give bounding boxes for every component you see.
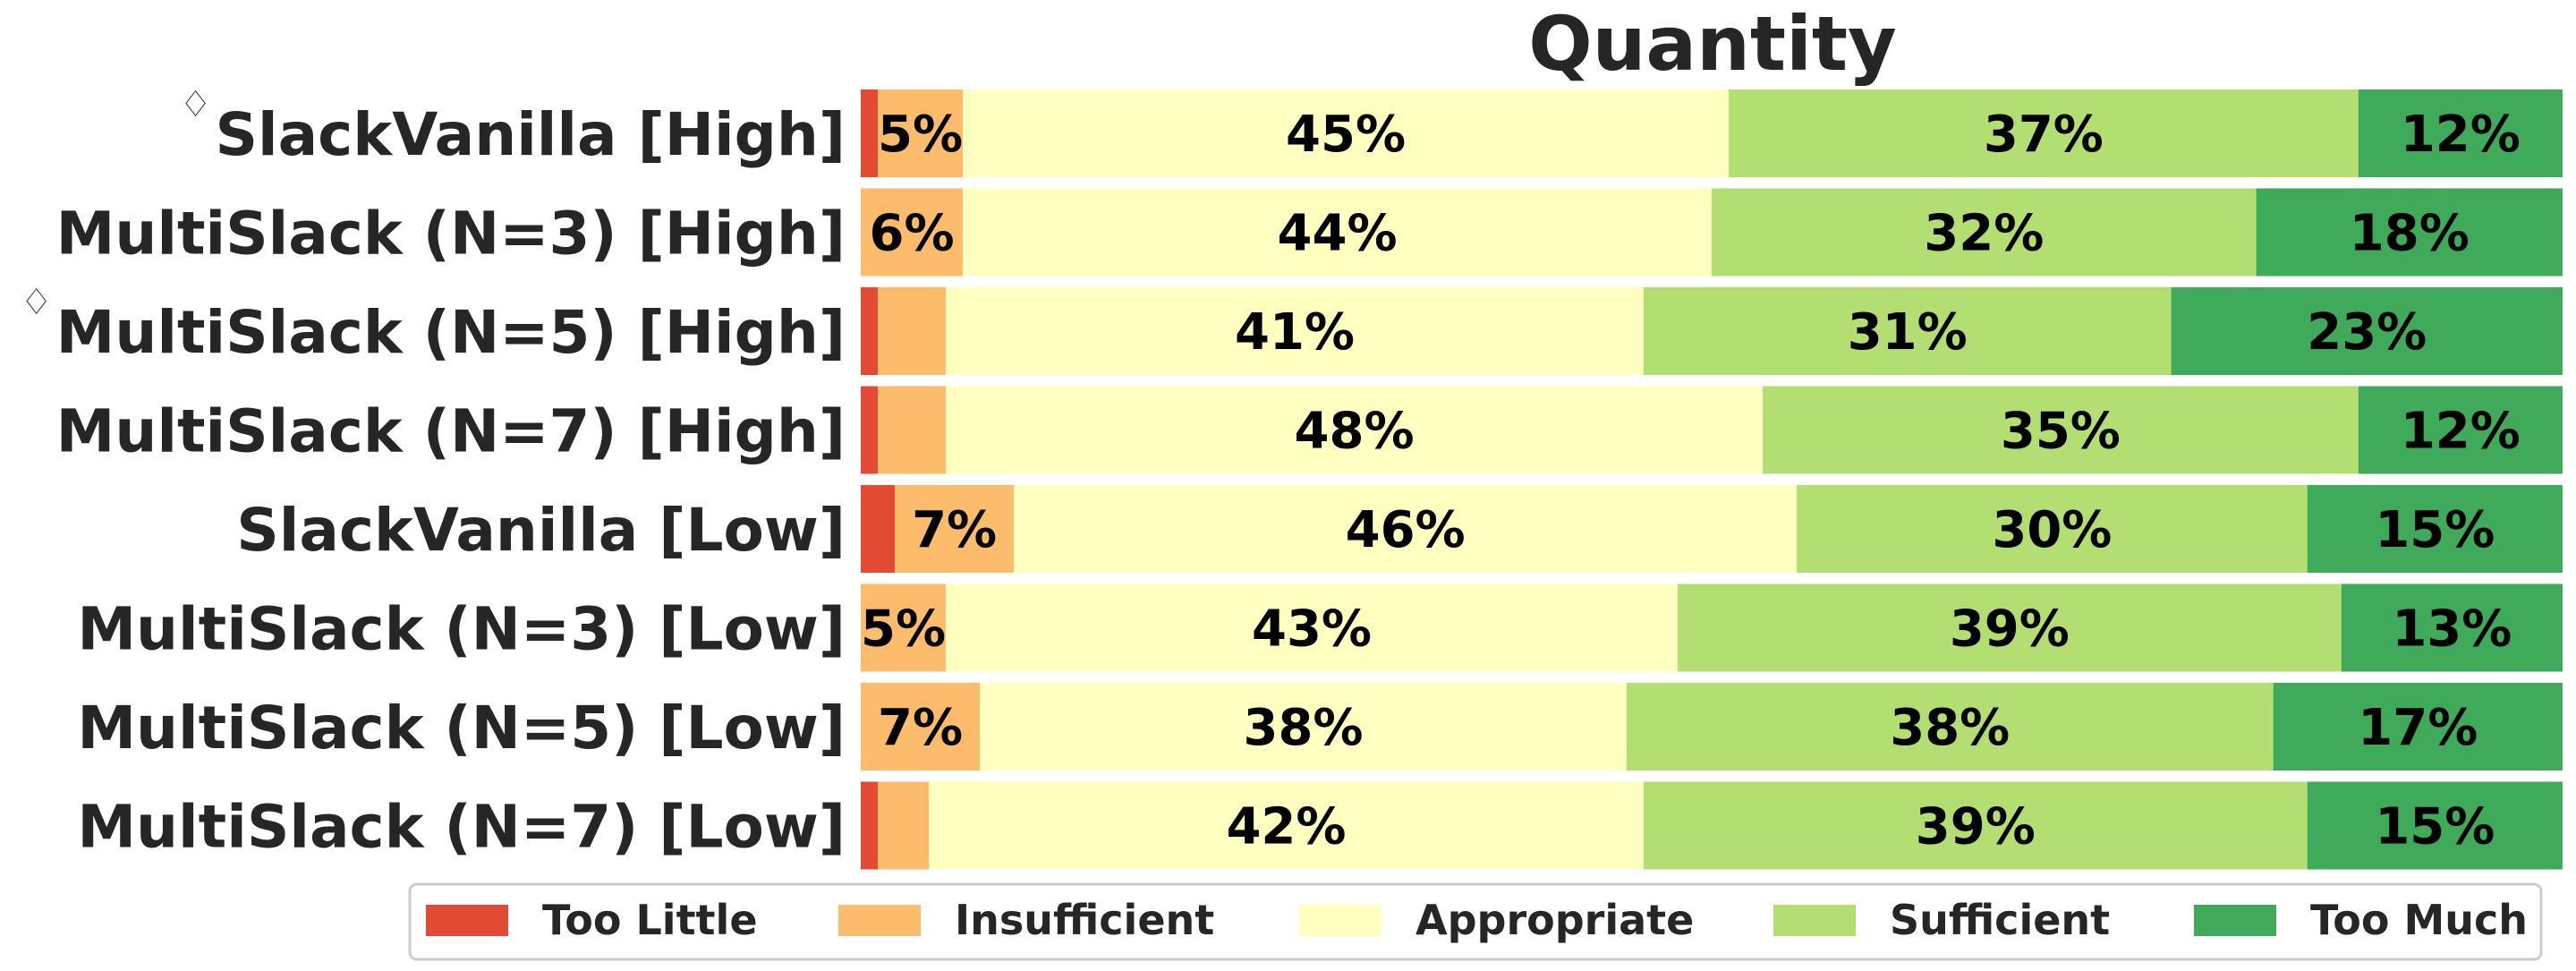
category-label: MultiSlack (N=5) [Low]: [77, 694, 846, 762]
bar-segment-too-little: [861, 781, 879, 870]
bar-segment-insufficient: [878, 781, 930, 870]
data-label: 39%: [1916, 798, 2036, 856]
bar-segment-too-much: [2358, 386, 2563, 474]
data-label: 45%: [1286, 106, 1406, 164]
bar-segment-too-much: [2307, 781, 2563, 870]
diamond-marker-icon: ♢: [180, 84, 212, 125]
bar-segment-appropriate: [963, 89, 1730, 177]
data-label: 12%: [2401, 106, 2521, 164]
data-label: 42%: [1226, 798, 1346, 856]
category-label: MultiSlack (N=7) [High]: [56, 397, 846, 466]
data-label: 38%: [1890, 699, 2010, 757]
data-label: 39%: [1950, 600, 2070, 659]
legend-frame: [408, 882, 2543, 961]
bar-segment-appropriate: [963, 188, 1712, 277]
data-label: 18%: [2350, 205, 2470, 263]
data-label: 7%: [912, 501, 997, 559]
bar-segment-insufficient: [861, 188, 964, 277]
data-label: 43%: [1252, 600, 1372, 659]
data-label: 44%: [1278, 205, 1398, 263]
data-label: 15%: [2375, 798, 2495, 856]
category-label: MultiSlack (N=3) [Low]: [77, 595, 846, 664]
bar-segment-too-little: [861, 89, 879, 177]
bar-segment-sufficient: [1763, 386, 2359, 474]
bar-segment-too-much: [2171, 287, 2563, 375]
bar-segment-appropriate: [1014, 485, 1798, 573]
bar-segment-too-much: [2256, 188, 2563, 277]
bar-segment-sufficient: [1626, 683, 2274, 771]
bar-segment-sufficient: [1677, 583, 2342, 672]
bar-segment-insufficient: [878, 386, 947, 474]
legend-item-too-little: Too Little: [426, 896, 758, 944]
bar-segment-too-little: [861, 287, 879, 375]
bar-segment-too-much: [2358, 89, 2563, 177]
data-label: 32%: [1924, 205, 2044, 263]
data-label: 35%: [2001, 403, 2121, 461]
legend-swatch: [1773, 905, 1856, 936]
bar-segment-sufficient: [1797, 485, 2308, 573]
legend-item-too-much: Too Much: [2194, 896, 2528, 944]
bar-segment-too-much: [2307, 485, 2563, 573]
data-label: 41%: [1235, 303, 1355, 362]
legend-label: Insufficient: [955, 896, 1214, 944]
category-label: SlackVanilla [High]: [215, 100, 846, 169]
data-label: 7%: [878, 699, 963, 757]
legend: Too Little Insufficient Appropriate Suffici…: [408, 882, 2543, 961]
bar-segment-sufficient: [1643, 781, 2308, 870]
legend-swatch: [838, 905, 921, 936]
data-label: 46%: [1346, 501, 1466, 559]
data-label: 15%: [2375, 501, 2495, 559]
category-label: MultiSlack (N=3) [High]: [56, 200, 846, 268]
legend-swatch: [426, 905, 508, 936]
legend-label: Sufficient: [1890, 896, 2110, 944]
legend-label: Appropriate: [1416, 896, 1694, 944]
data-label: 13%: [2392, 600, 2512, 659]
bar-segment-too-much: [2341, 583, 2563, 672]
bar-segment-appropriate: [946, 386, 1764, 474]
bar-segment-insufficient: [861, 583, 947, 672]
bar-segment-appropriate: [929, 781, 1644, 870]
bar-segment-too-much: [2273, 683, 2563, 771]
legend-swatch: [2194, 905, 2276, 936]
bar-segment-appropriate: [980, 683, 1627, 771]
data-label: 6%: [870, 205, 955, 263]
data-label: 17%: [2358, 699, 2478, 757]
data-label: 5%: [878, 106, 963, 164]
category-label: SlackVanilla [Low]: [236, 496, 846, 565]
data-label: 37%: [1984, 106, 2104, 164]
data-label: 31%: [1848, 303, 1968, 362]
bar-segment-too-little: [861, 386, 879, 474]
data-label: 38%: [1243, 699, 1363, 757]
data-label: 5%: [861, 600, 946, 659]
legend-label: Too Little: [542, 896, 758, 944]
legend-item-sufficient: Sufficient: [1773, 896, 2110, 944]
legend-label: Too Much: [2310, 896, 2528, 944]
legend-swatch: [1299, 905, 1382, 936]
bars-group: 5% 45% 37% 12% 6% 44% 32% 18% 41% 31% 23% 48% 35% 12%…: [861, 89, 2563, 870]
diamond-marker-icon: ♢: [21, 282, 53, 323]
bar-segment-insufficient: [878, 287, 947, 375]
bar-segment-appropriate: [946, 583, 1678, 672]
bar-segment-insufficient: [895, 485, 1015, 573]
bar-segment-insufficient: [878, 89, 964, 177]
bar-segment-too-little: [861, 485, 896, 573]
bar-segment-sufficient: [1712, 188, 2257, 277]
category-labels: SlackVanilla [High]♢MultiSlack (N=3) [Hi…: [21, 84, 846, 862]
bar-segment-sufficient: [1729, 89, 2359, 177]
data-label: 30%: [1992, 501, 2112, 559]
category-label: MultiSlack (N=5) [High]: [56, 298, 846, 367]
legend-item-insufficient: Insufficient: [838, 896, 1214, 944]
data-label: 23%: [2307, 303, 2427, 362]
data-label: 12%: [2401, 403, 2521, 461]
legend-item-appropriate: Appropriate: [1299, 896, 1694, 944]
category-label: MultiSlack (N=7) [Low]: [77, 793, 846, 862]
bar-segment-appropriate: [946, 287, 1644, 375]
data-label: 48%: [1295, 403, 1415, 461]
bar-segment-sufficient: [1643, 287, 2172, 375]
bar-segment-insufficient: [861, 683, 981, 771]
chart-title: Quantity: [1528, 0, 1897, 88]
